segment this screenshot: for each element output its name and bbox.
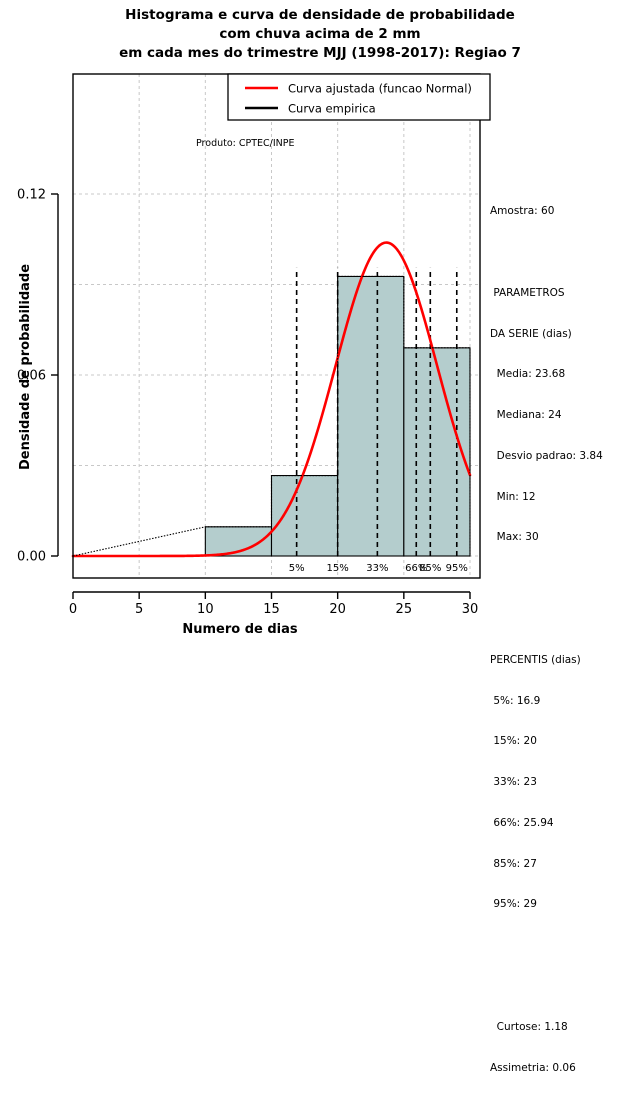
- stats-spacer-2: [490, 572, 640, 586]
- legend-box: [227, 73, 491, 121]
- histogram-bars: [204, 275, 471, 557]
- stat-p95: 95%: 29: [490, 898, 537, 911]
- stat-media: Media: 23.68: [490, 368, 566, 381]
- axis-tick-labels: 0 5 10 15 20 25 30 0.00 0.06 0.12 Produto: CPTEC/I…: [17, 138, 478, 617]
- x-axis-tick-label: 30: [462, 602, 479, 617]
- stat-curtose: Curtose: 1.18: [490, 1020, 568, 1033]
- histogram-bar: [270, 474, 339, 557]
- x-axis-tick-label: 10: [197, 602, 214, 617]
- y-axis-tick-label: 0.00: [17, 550, 46, 565]
- percentile-label: 95%: [446, 563, 468, 574]
- percentile-label: 66%: [405, 563, 427, 574]
- chart-page: Histograma e curva de densidade de proba…: [0, 6, 640, 1074]
- stats-spacer-4: [490, 939, 640, 953]
- legend-label: Curva empirica: [288, 102, 376, 116]
- stat-p05: 5%: 16.9: [490, 694, 541, 707]
- legend-label: Curva ajustada (funcao Normal): [288, 82, 472, 96]
- x-axis-tick-label: 0: [69, 602, 77, 617]
- page-title: Histograma e curva de densidade de proba…: [0, 6, 640, 63]
- percentile-label: 85%: [419, 563, 441, 574]
- percentile-label: 33%: [366, 563, 388, 574]
- stat-desvio-padrao: Desvio padrao: 3.84: [490, 449, 603, 462]
- empirical-curve: [72, 275, 471, 557]
- stat-p66: 66%: 25.94: [490, 816, 554, 829]
- x-axis-tick-label: 5: [135, 602, 143, 617]
- legend: Curva ajustada (funcao Normal) Curva empi…: [227, 73, 491, 121]
- title-line-2: com chuva acima de 2 mm: [219, 26, 421, 42]
- produto-annotation: Produto: CPTEC/INPE: [196, 138, 295, 149]
- stats-spacer-3: [490, 613, 640, 627]
- histogram-bar: [403, 347, 471, 557]
- fitted-normal-curve: [71, 241, 472, 558]
- x-axis-tick-label: 20: [329, 602, 346, 617]
- y-axis-tick-label: 0.06: [17, 369, 46, 384]
- stat-max: Max: 30: [490, 531, 539, 544]
- stat-parametros-header-2: DA SERIE (dias): [490, 327, 572, 340]
- stat-p15: 15%: 20: [490, 735, 537, 748]
- percentile-label: 15%: [327, 563, 349, 574]
- histogram-plot: 5% 15% 33% 66%85% 95% 0 5 10 15 20 25 30 0.00 0.06 0.1…: [17, 73, 491, 617]
- stat-percentis-header: PERCENTIS (dias): [490, 653, 581, 666]
- stat-mediana: Mediana: 24: [490, 409, 562, 422]
- x-axis-label: Numero de dias: [182, 622, 298, 637]
- percentile-lines: 5% 15% 33% 66%85% 95%: [289, 267, 468, 574]
- stat-parametros-header-1: PARAMETROS: [490, 286, 565, 299]
- percentile-label: 5%: [289, 563, 305, 574]
- stat-amostra: Amostra: 60: [490, 205, 555, 218]
- stat-p33: 33%: 23: [490, 776, 537, 789]
- statistics-panel: Amostra: 60 PARAMETROS DA SERIE (dias) M…: [490, 178, 640, 1102]
- stat-min: Min: 12: [490, 490, 536, 503]
- curves: [71, 241, 472, 558]
- stat-assimetria: Assimetria: 0.06: [490, 1061, 576, 1074]
- y-axis-tick-label: 0.12: [17, 188, 46, 203]
- y-axis-label: Densidade de probabilidade: [18, 263, 33, 470]
- stat-p85: 85%: 27: [490, 857, 537, 870]
- title-line-3: em cada mes do trimestre MJJ (1998-2017)…: [119, 45, 521, 61]
- x-axis-tick-label: 15: [263, 602, 280, 617]
- stats-spacer-1: [490, 246, 640, 260]
- histogram-bar: [337, 275, 405, 557]
- title-line-1: Histograma e curva de densidade de proba…: [125, 7, 515, 23]
- x-axis-tick-label: 25: [396, 602, 413, 617]
- stats-spacer-5: [490, 980, 640, 994]
